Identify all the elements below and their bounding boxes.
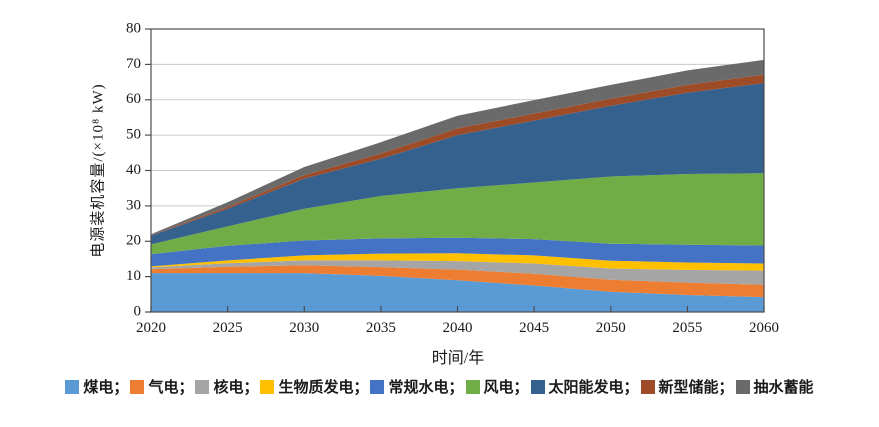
legend-label-storage: 新型储能； (658, 380, 734, 396)
area-gas (151, 265, 764, 298)
y-tick-label: 80 (126, 20, 141, 36)
y-axis: 0 10 20 30 40 50 60 70 80 (126, 20, 151, 319)
area-storage (151, 74, 764, 236)
legend-item-biomass: 生物质发电； (260, 376, 368, 397)
area-coal (151, 273, 764, 312)
legend-swatch-gas (130, 379, 145, 394)
y-tick-label: 0 (134, 303, 142, 319)
legend-item-hydro: 常规水电； (370, 376, 464, 397)
legend-label-nuclear: 核电； (213, 380, 259, 396)
y-axis-title: 电源装机容量/(×10⁸ kW) (90, 83, 107, 258)
x-tick-label: 2040 (443, 320, 473, 336)
y-tick-label: 20 (126, 233, 141, 249)
legend-label-biomass: 生物质发电； (278, 380, 369, 396)
x-tick-label: 2030 (289, 320, 319, 336)
legend-label-solar: 太阳能发电； (548, 380, 639, 396)
legend-swatch-pumped (735, 379, 750, 394)
area-solar (151, 83, 764, 245)
x-axis-title: 时间/年 (431, 350, 485, 367)
area-biomass (151, 253, 764, 271)
legend-swatch-coal (65, 379, 80, 394)
legend-label-hydro: 常规水电； (388, 380, 464, 396)
x-tick-label: 2020 (136, 320, 166, 336)
y-tick-label: 10 (126, 268, 141, 284)
chart-legend: 煤电； 气电； 核电； 生物质发电； 常规水电； 风电； 太阳能发电； 新型储能； 抽水蓄能 (0, 376, 879, 397)
x-tick-label: 2060 (749, 320, 779, 336)
y-tick-label: 30 (126, 197, 141, 213)
x-tick-label: 2055 (672, 320, 702, 336)
legend-item-gas: 气电； (130, 376, 193, 397)
legend-item-wind: 风电； (465, 376, 529, 397)
legend-item-pumped: 抽水蓄能 (735, 376, 814, 397)
y-tick-label: 70 (126, 56, 141, 72)
x-tick-label: 2050 (596, 320, 626, 336)
legend-label-coal: 煤电； (83, 380, 129, 396)
y-tick-label: 40 (126, 162, 141, 178)
area-pumped (151, 59, 764, 236)
x-tick-label: 2045 (519, 320, 549, 336)
legend-swatch-storage (640, 379, 655, 394)
stacked-areas (151, 59, 764, 312)
legend-swatch-hydro (370, 379, 385, 394)
area-wind (151, 173, 764, 255)
x-axis: 2020 2025 2030 2035 2040 2045 2050 2055 2060 (136, 306, 779, 336)
area-hydro (151, 237, 764, 267)
legend-label-gas: 气电； (148, 380, 194, 396)
legend-swatch-solar (530, 379, 545, 394)
area-nuclear (151, 260, 764, 285)
x-tick-label: 2025 (213, 320, 243, 336)
x-tick-label: 2035 (366, 320, 396, 336)
legend-item-nuclear: 核电； (195, 376, 258, 397)
y-tick-label: 60 (126, 91, 141, 107)
legend-swatch-wind (465, 379, 480, 394)
legend-label-pumped: 抽水蓄能 (753, 380, 814, 396)
legend-item-solar: 太阳能发电； (530, 376, 639, 397)
legend-item-coal: 煤电； (65, 376, 128, 397)
legend-swatch-nuclear (195, 379, 210, 394)
y-tick-label: 50 (126, 127, 141, 143)
legend-swatch-biomass (260, 379, 275, 394)
legend-item-storage: 新型储能； (640, 376, 734, 397)
legend-label-wind: 风电； (483, 380, 529, 396)
